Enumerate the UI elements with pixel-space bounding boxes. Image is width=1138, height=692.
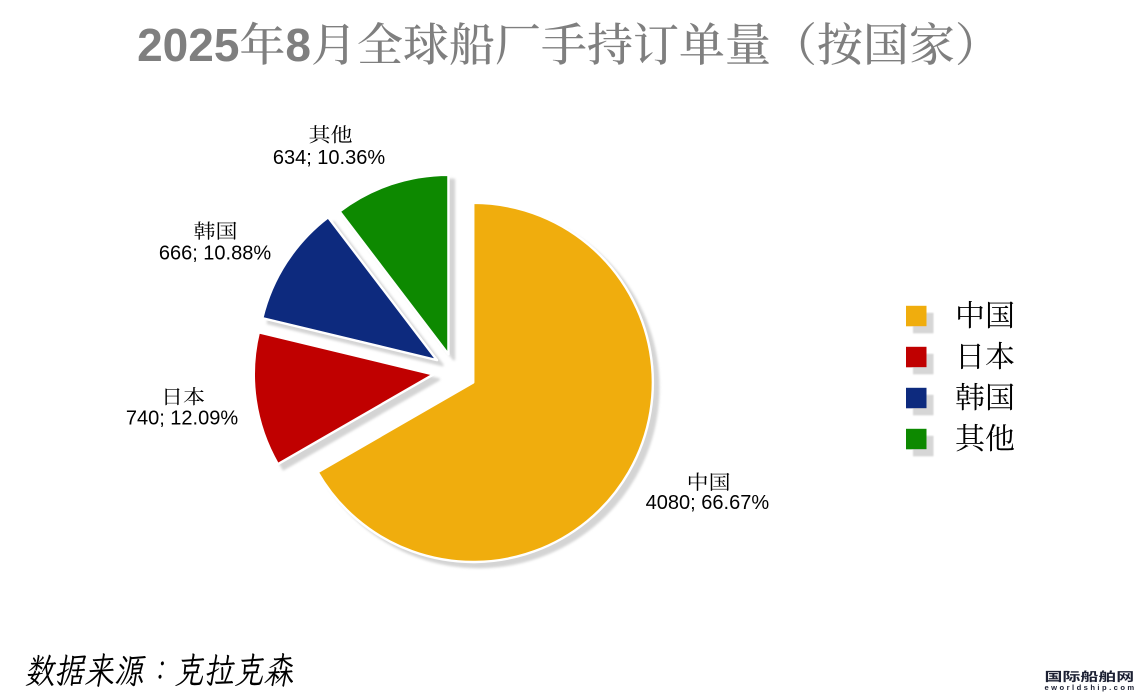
svg-text:8: 8 <box>285 19 311 71</box>
svg-text:666; 10.88%: 666; 10.88% <box>159 243 272 265</box>
svg-text:4080; 66.67%: 4080; 66.67% <box>646 492 770 514</box>
svg-text:2025: 2025 <box>137 19 239 71</box>
svg-text:634; 10.36%: 634; 10.36% <box>273 147 386 169</box>
svg-text:eworldship.com: eworldship.com <box>1045 683 1137 692</box>
svg-text:740; 12.09%: 740; 12.09% <box>126 408 239 430</box>
